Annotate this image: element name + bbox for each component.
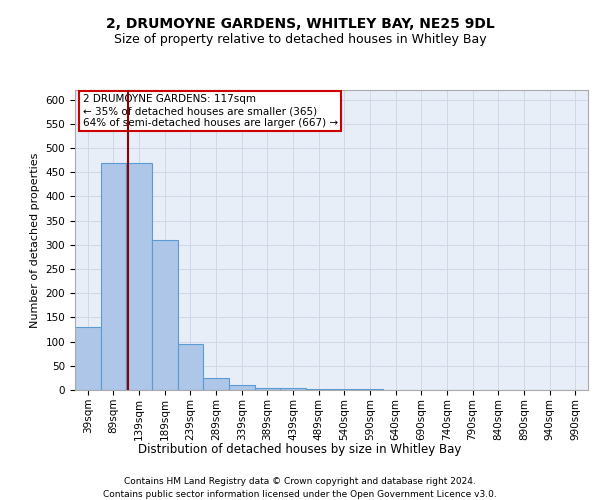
Text: 2, DRUMOYNE GARDENS, WHITLEY BAY, NE25 9DL: 2, DRUMOYNE GARDENS, WHITLEY BAY, NE25 9…: [106, 18, 494, 32]
Bar: [331, 389, 357, 390]
Text: Contains HM Land Registry data © Crown copyright and database right 2024.: Contains HM Land Registry data © Crown c…: [124, 478, 476, 486]
Bar: [75, 327, 101, 390]
Text: Distribution of detached houses by size in Whitley Bay: Distribution of detached houses by size …: [139, 442, 461, 456]
Bar: [229, 385, 254, 390]
Bar: [203, 378, 229, 390]
Bar: [101, 162, 127, 390]
Bar: [178, 344, 203, 390]
Bar: [127, 162, 152, 390]
Bar: [254, 388, 280, 390]
Y-axis label: Number of detached properties: Number of detached properties: [30, 152, 40, 328]
Bar: [306, 388, 331, 390]
Bar: [280, 388, 306, 390]
Text: Contains public sector information licensed under the Open Government Licence v3: Contains public sector information licen…: [103, 490, 497, 499]
Text: Size of property relative to detached houses in Whitley Bay: Size of property relative to detached ho…: [113, 32, 487, 46]
Bar: [152, 240, 178, 390]
Text: 2 DRUMOYNE GARDENS: 117sqm
← 35% of detached houses are smaller (365)
64% of sem: 2 DRUMOYNE GARDENS: 117sqm ← 35% of deta…: [83, 94, 338, 128]
Bar: [357, 389, 383, 390]
